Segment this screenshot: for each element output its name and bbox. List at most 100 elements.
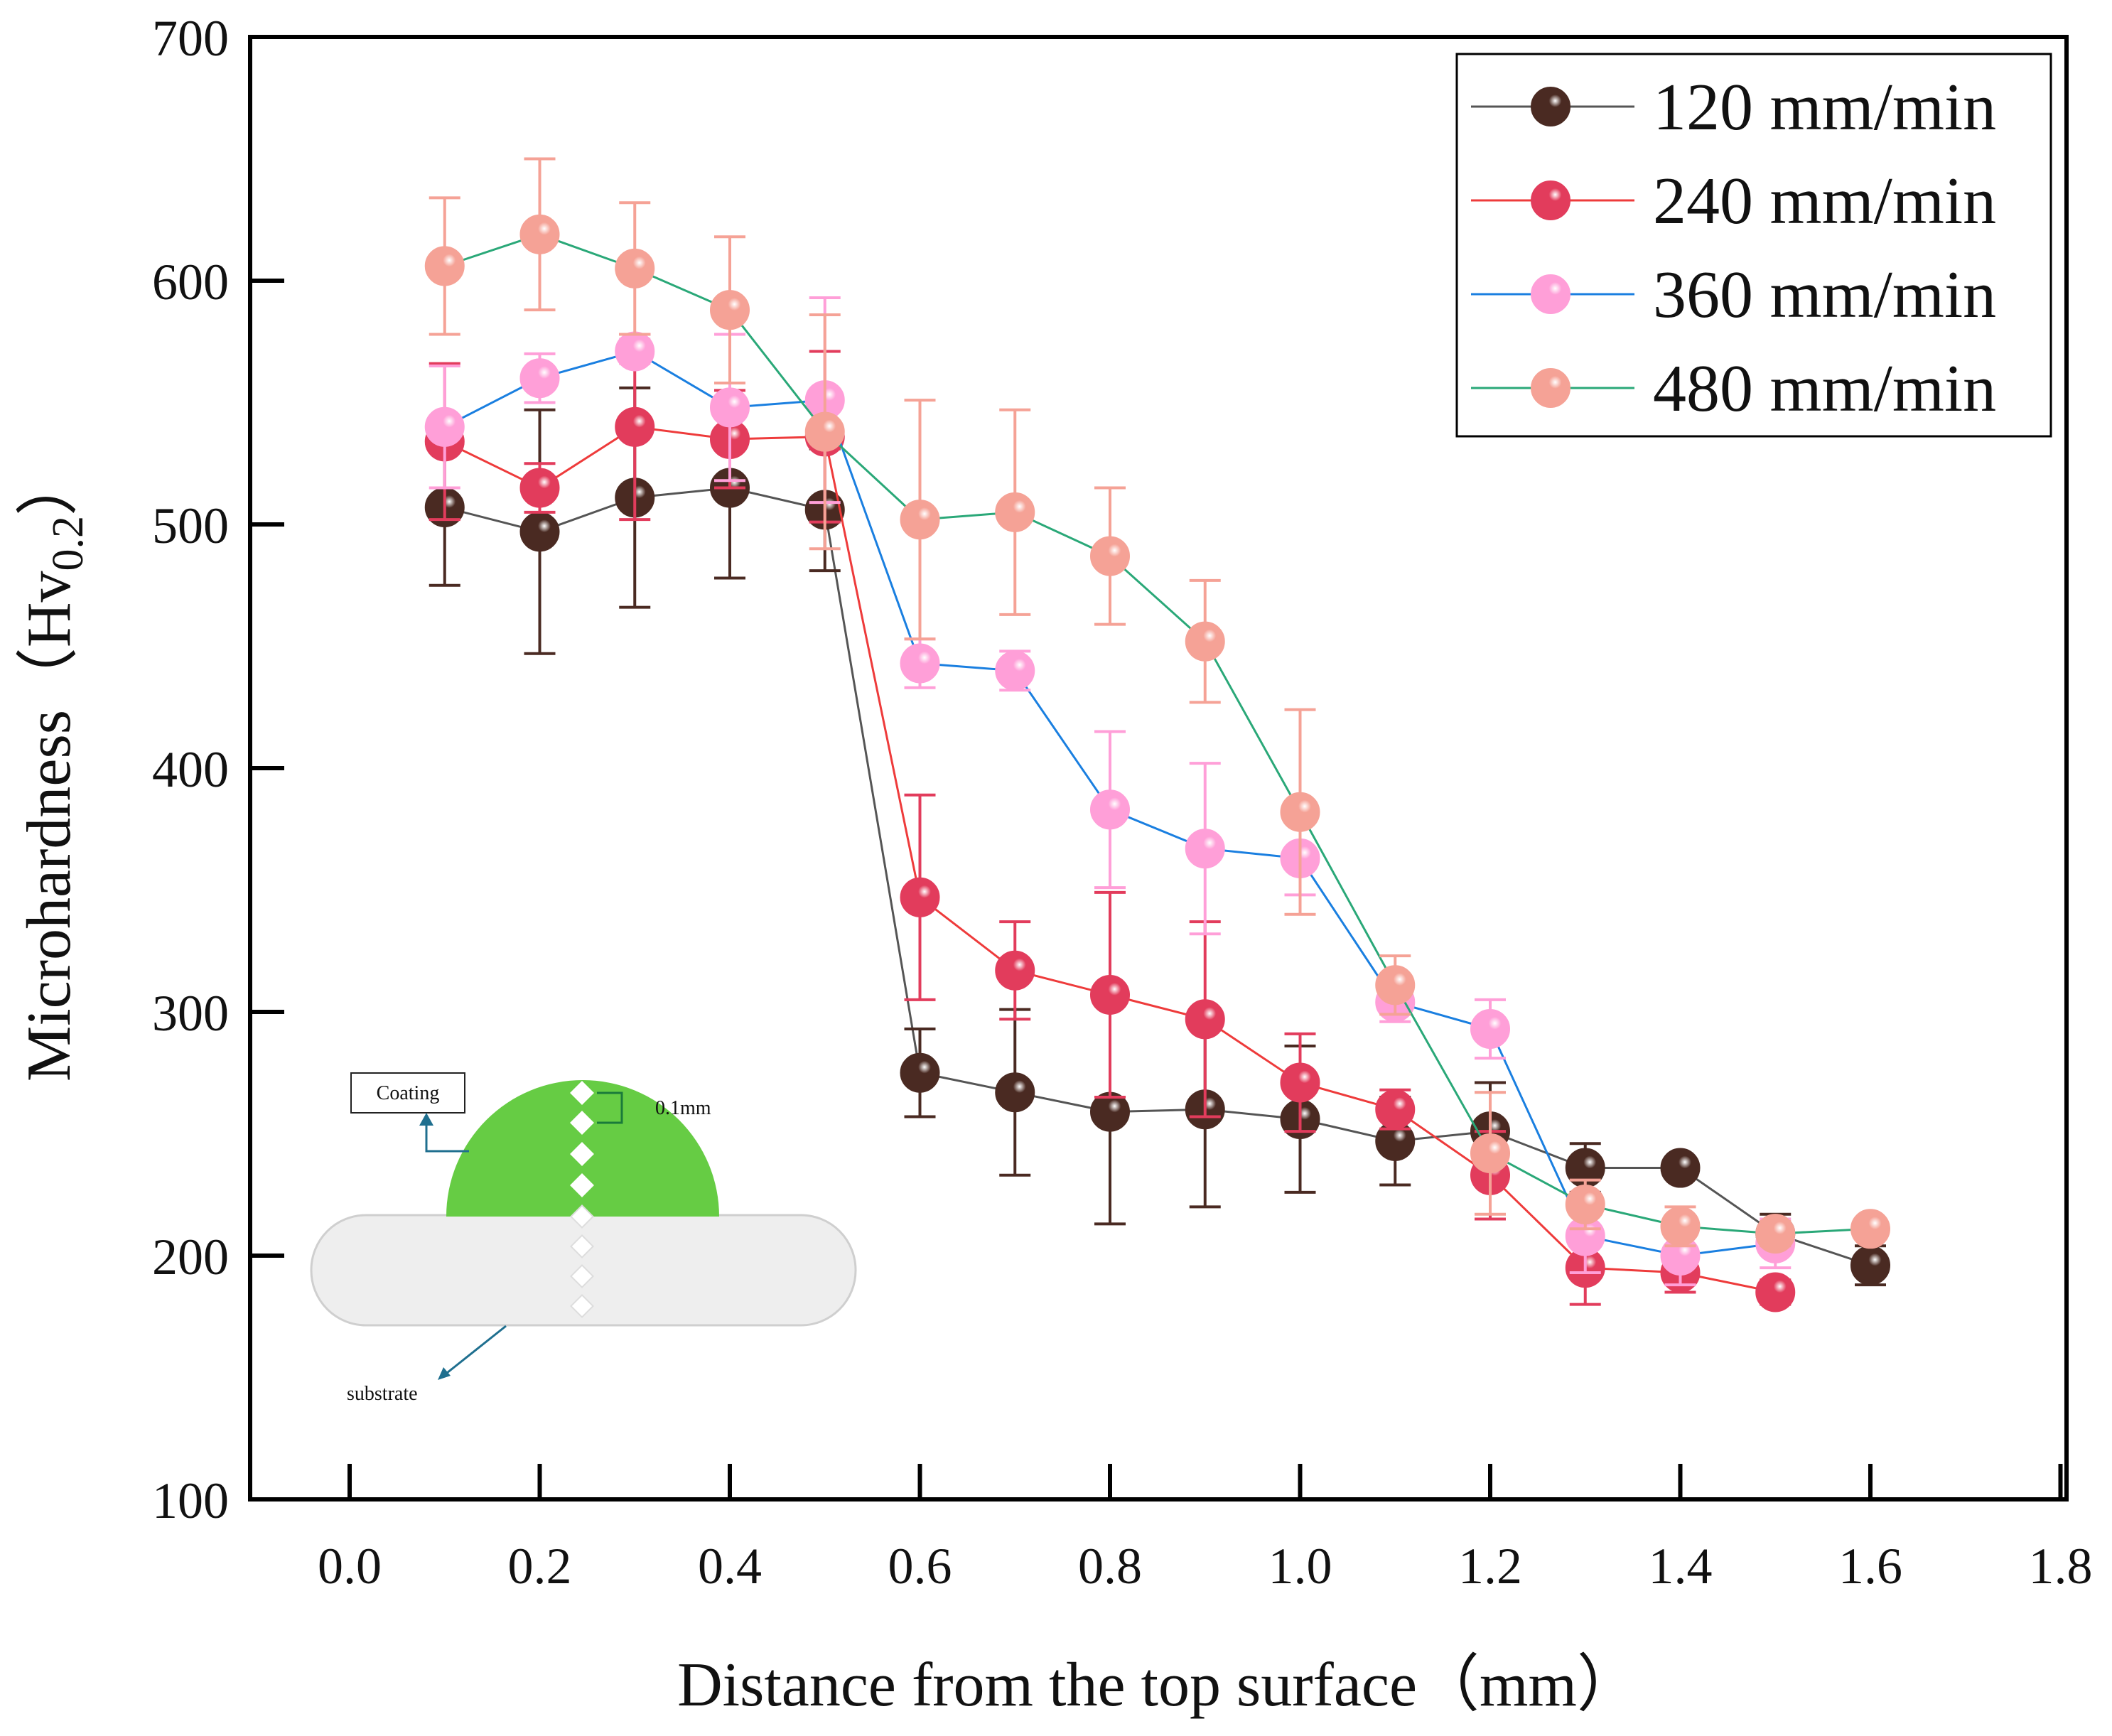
x-tick-label: 0.6 — [888, 1538, 952, 1595]
data-point — [519, 214, 560, 254]
indent-point — [570, 1142, 594, 1166]
y-tick-label: 600 — [152, 254, 229, 311]
data-point — [519, 512, 560, 552]
legend-entry: 240 mm/min — [1471, 164, 1996, 238]
coating-label-box — [350, 1072, 465, 1114]
substrate-label: substrate — [347, 1383, 418, 1405]
data-point — [1090, 789, 1130, 830]
indent-point — [570, 1294, 594, 1318]
series-line — [444, 233, 1871, 1235]
substrate-arrow — [443, 1325, 507, 1377]
y-tick-label: 200 — [152, 1229, 229, 1285]
legend-marker — [1531, 87, 1570, 126]
spacing-label: 0.1mm — [655, 1097, 711, 1119]
data-point — [615, 248, 655, 289]
y-tick-label: 300 — [152, 985, 229, 1042]
legend-marker — [1531, 274, 1570, 314]
data-point — [1280, 1062, 1320, 1103]
data-point — [1090, 974, 1130, 1015]
y-axis-title-end: ） — [15, 453, 84, 516]
legend-label: 240 mm/min — [1653, 164, 1996, 238]
coating-label: Coating — [377, 1082, 440, 1104]
data-point — [424, 246, 465, 286]
data-point — [1850, 1209, 1890, 1249]
indent-points — [570, 1081, 594, 1318]
data-point — [1375, 1089, 1416, 1130]
legend-entry: 360 mm/min — [1471, 258, 1996, 332]
coating-arrow — [425, 1121, 469, 1153]
y-axis-title-main: Microhardness（Hv — [15, 571, 84, 1082]
y-tick-label: 500 — [152, 497, 229, 554]
data-point — [1565, 1184, 1605, 1224]
data-point — [995, 1072, 1035, 1113]
data-point — [804, 411, 845, 452]
data-point — [1660, 1206, 1701, 1246]
data-point — [519, 358, 560, 399]
substrate-arrow-head — [438, 1367, 451, 1380]
data-point — [1470, 1133, 1510, 1173]
legend-label: 360 mm/min — [1653, 258, 1996, 332]
data-point — [995, 492, 1035, 532]
data-point — [900, 643, 940, 684]
data-point — [1185, 621, 1225, 662]
data-point — [424, 406, 465, 447]
x-tick-label: 1.8 — [2029, 1538, 2093, 1595]
data-point — [1470, 1009, 1510, 1050]
data-point — [710, 290, 750, 330]
x-tick-label: 1.2 — [1458, 1538, 1522, 1595]
data-point — [900, 500, 940, 540]
legend-label: 120 mm/min — [1653, 70, 1996, 144]
data-series — [424, 157, 1890, 1312]
indent-point — [570, 1234, 594, 1258]
legend: 120 mm/min 240 mm/min 360 mm/min 480 mm/min — [1455, 53, 2052, 438]
x-tick-label: 1.6 — [1838, 1538, 1902, 1595]
x-tick-labels: 0.0 0.2 0.4 0.6 0.8 1.0 1.2 1.4 1.6 1.8 — [318, 1538, 2093, 1595]
data-point — [615, 331, 655, 372]
indent-point — [570, 1264, 594, 1288]
x-axis-title: Distance from the top surface（mm） — [677, 1651, 1639, 1720]
indent-point — [570, 1081, 594, 1105]
data-point — [710, 387, 750, 428]
y-tick-label: 100 — [152, 1472, 229, 1529]
data-point — [900, 877, 940, 917]
spacing-bracket — [597, 1091, 623, 1124]
x-tick-label: 0.8 — [1078, 1538, 1142, 1595]
x-tick-label: 0.0 — [318, 1538, 382, 1595]
sample-schematic-inset: 0.1mm Coating substrate — [310, 1072, 857, 1405]
data-point — [1280, 792, 1320, 832]
data-point — [1375, 965, 1416, 1006]
x-tick-label: 1.0 — [1268, 1538, 1332, 1595]
series-line — [444, 487, 1871, 1267]
data-point — [1185, 829, 1225, 869]
axis-ticks — [250, 35, 2063, 1502]
x-tick-label: 1.4 — [1649, 1538, 1713, 1595]
data-point — [995, 650, 1035, 691]
y-axis-title-subscript: 0.2 — [44, 516, 92, 571]
data-point — [1850, 1245, 1890, 1285]
legend-marker — [1531, 180, 1570, 220]
indent-point — [570, 1173, 594, 1197]
legend-marker — [1531, 368, 1570, 408]
x-tick-label: 0.2 — [508, 1538, 572, 1595]
data-point — [1185, 999, 1225, 1040]
legend-entry: 480 mm/min — [1471, 352, 1996, 426]
legend-label: 480 mm/min — [1653, 352, 1996, 426]
data-point — [995, 950, 1035, 991]
data-point — [1660, 1148, 1701, 1188]
y-tick-label: 700 — [152, 10, 229, 67]
data-point — [900, 1052, 940, 1093]
data-point — [615, 406, 655, 447]
y-axis-title: Microhardness（Hv0.2） — [15, 453, 92, 1082]
series-480-mm-min — [424, 157, 1890, 1254]
data-point — [1090, 536, 1130, 576]
coating-arrow-head — [419, 1113, 433, 1126]
data-point — [519, 468, 560, 508]
indent-point — [570, 1204, 594, 1229]
legend-entry: 120 mm/min — [1471, 70, 1996, 144]
y-tick-label: 400 — [152, 741, 229, 798]
indent-point — [570, 1111, 594, 1135]
data-point — [1755, 1214, 1796, 1254]
x-tick-label: 0.4 — [698, 1538, 762, 1595]
y-tick-labels: 100 200 300 400 500 600 700 — [152, 10, 229, 1529]
